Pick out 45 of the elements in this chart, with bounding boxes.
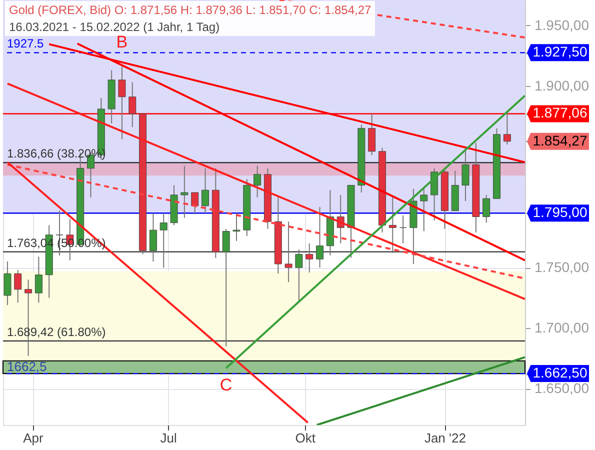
y-tick-label: 1.927,50 (532, 44, 588, 60)
candlestick (180, 165, 188, 218)
candlestick (149, 212, 157, 262)
x-tick-label: Jan '22 (424, 430, 466, 446)
y-tick-label: 1.662,50 (532, 364, 588, 381)
x-tick-label: Okt (295, 430, 316, 446)
candlestick (118, 66, 126, 140)
candlestick (388, 196, 396, 254)
candlestick (306, 242, 314, 273)
candlestick (295, 248, 303, 304)
candlestick (14, 270, 22, 304)
x-tick-label: Apr (23, 430, 44, 446)
candlestick (160, 212, 168, 268)
y-tick-label: 1.950,00 (534, 16, 590, 33)
candlestick (368, 113, 376, 156)
y-tick-label: 1.795,00 (532, 204, 588, 220)
y-tick-label: 1.650,00 (534, 380, 590, 396)
candlestick (284, 221, 292, 283)
candlestick (222, 228, 230, 347)
candlestick (430, 168, 438, 221)
candlestick (399, 215, 407, 244)
candlestick (254, 165, 262, 198)
annotation: B (116, 32, 128, 52)
candlestick (191, 192, 199, 215)
annotation: C (220, 376, 232, 395)
y-tick-label: 1.700,00 (534, 320, 590, 336)
candlestick (34, 256, 42, 304)
candlestick (4, 261, 12, 306)
chart-title: Gold (FOREX, Bid) O: 1.871,56 H: 1.879,36 L: 1.851,70 C: 1.854,27 (9, 3, 372, 17)
text: 16.03.2021 - 15.02.2022 (1 Jahr, 1 Tag) (9, 20, 220, 34)
candlestick (128, 82, 136, 128)
candlestick (232, 212, 240, 242)
band-label: 1662,5 (7, 359, 47, 374)
candlestick (316, 206, 324, 268)
y-tick-label: 1.854,27 (532, 132, 588, 148)
candlestick (202, 168, 210, 214)
candlestick (420, 188, 428, 232)
candlestick (503, 110, 511, 145)
y-tick-label: 1.750,00 (534, 259, 590, 276)
y-tick-label: 1.900,00 (534, 77, 590, 94)
candlestick (462, 148, 470, 202)
candlestick (482, 194, 490, 224)
ref-line-label: 1927.5 (7, 36, 44, 51)
y-tick-label: 1.877,06 (532, 104, 588, 121)
x-tick-label: Jul (160, 430, 177, 446)
